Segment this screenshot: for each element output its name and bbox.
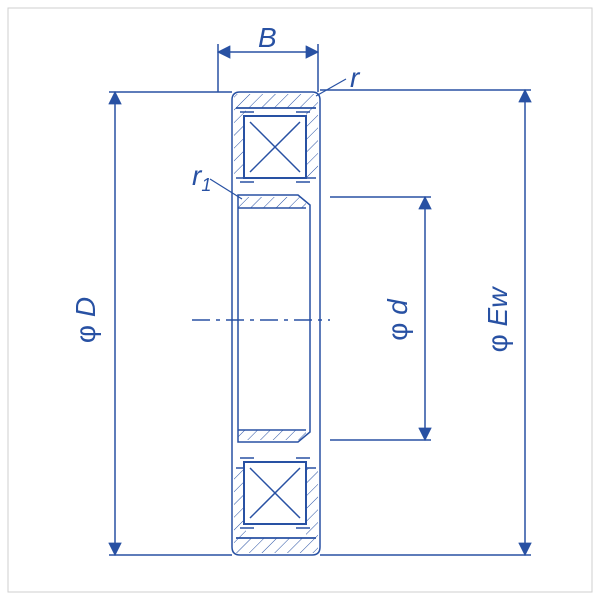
bearing-geometry <box>192 92 330 555</box>
svg-text:φ D: φ D <box>70 297 101 343</box>
dimension-labels: Br r1 φ D φ d φ Ew <box>70 22 513 352</box>
svg-text:φ d: φ d <box>382 298 413 341</box>
label-B: B <box>258 22 277 53</box>
bearing-cross-section-diagram: Br r1 φ D φ d φ Ew <box>0 0 600 600</box>
label-r: r <box>350 62 361 93</box>
label-r1: r1 <box>192 160 211 195</box>
svg-text:φ Ew: φ Ew <box>482 286 513 353</box>
